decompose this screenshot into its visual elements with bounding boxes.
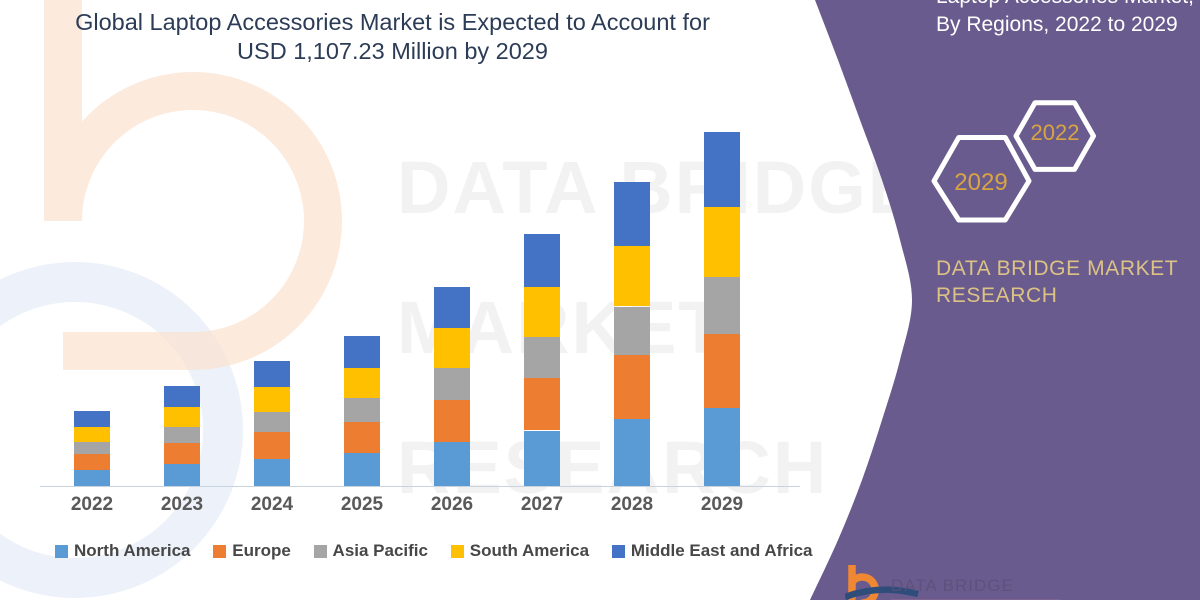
svg-text:DATA BRIDGE: DATA BRIDGE [891,576,1014,595]
